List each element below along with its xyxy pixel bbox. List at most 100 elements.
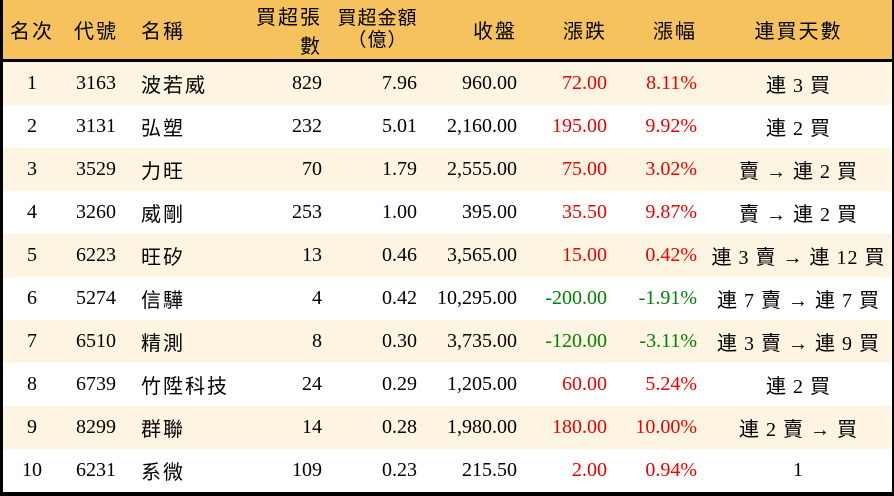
cell-close: 215.50: [425, 449, 525, 492]
cell-rank: 4: [3, 191, 61, 234]
cell-code: 6231: [61, 449, 131, 492]
cell-change: 195.00: [525, 105, 615, 148]
header-buy-amount: 買超金額 （億）: [330, 0, 425, 62]
cell-streak: 連 3 賣 → 連 9 買: [705, 320, 892, 363]
cell-streak: 連 2 賣 → 買: [705, 406, 892, 449]
cell-change-pct: 9.87%: [615, 191, 705, 234]
header-close: 收盤: [425, 0, 525, 62]
cell-buy-amount: 1.79: [330, 148, 425, 191]
cell-buy-amount: 1.00: [330, 191, 425, 234]
cell-name: 波若威: [131, 60, 235, 105]
cell-close: 3,735.00: [425, 320, 525, 363]
cell-rank: 8: [3, 363, 61, 406]
cell-streak: 連 2 買: [705, 363, 892, 406]
table-row: 8 6739 竹陞科技 24 0.29 1,205.00 60.00 5.24%…: [3, 363, 892, 406]
cell-buy-amount: 0.42: [330, 277, 425, 320]
cell-streak: 1: [705, 449, 892, 492]
cell-change: 2.00: [525, 449, 615, 492]
cell-change-pct: 9.92%: [615, 105, 705, 148]
cell-streak: 賣 → 連 2 買: [705, 191, 892, 234]
cell-change: 72.00: [525, 60, 615, 105]
cell-buy-volume: 109: [235, 449, 330, 492]
table-header: 名次 代號 名稱 買超張數 買超金額 （億） 收盤 漲跌 漲幅 連買天數: [3, 0, 892, 62]
cell-change-pct: 0.42%: [615, 234, 705, 277]
header-buy-amount-line1: 買超金額: [337, 7, 418, 29]
cell-name: 精測: [131, 320, 235, 363]
cell-rank: 2: [3, 105, 61, 148]
cell-buy-volume: 70: [235, 148, 330, 191]
table-row: 4 3260 威剛 253 1.00 395.00 35.50 9.87% 賣 …: [3, 191, 892, 234]
cell-change-pct: -3.11%: [615, 320, 705, 363]
cell-code: 6223: [61, 234, 131, 277]
header-rank: 名次: [3, 0, 61, 62]
cell-streak: 連 2 買: [705, 105, 892, 148]
cell-close: 1,205.00: [425, 363, 525, 406]
cell-name: 群聯: [131, 406, 235, 449]
cell-rank: 9: [3, 406, 61, 449]
cell-code: 6739: [61, 363, 131, 406]
table-row: 5 6223 旺矽 13 0.46 3,565.00 15.00 0.42% 連…: [3, 234, 892, 277]
cell-name: 信驊: [131, 277, 235, 320]
cell-buy-volume: 14: [235, 406, 330, 449]
cell-change-pct: -1.91%: [615, 277, 705, 320]
cell-streak: 連 3 買: [705, 60, 892, 105]
cell-change-pct: 10.00%: [615, 406, 705, 449]
table-row: 2 3131 弘塑 232 5.01 2,160.00 195.00 9.92%…: [3, 105, 892, 148]
cell-rank: 7: [3, 320, 61, 363]
cell-change: 15.00: [525, 234, 615, 277]
cell-change-pct: 0.94%: [615, 449, 705, 492]
table-row: 9 8299 群聯 14 0.28 1,980.00 180.00 10.00%…: [3, 406, 892, 449]
cell-buy-volume: 24: [235, 363, 330, 406]
cell-buy-amount: 0.23: [330, 449, 425, 492]
cell-rank: 10: [3, 449, 61, 492]
cell-code: 6510: [61, 320, 131, 363]
cell-change: -120.00: [525, 320, 615, 363]
cell-code: 3131: [61, 105, 131, 148]
header-row: 名次 代號 名稱 買超張數 買超金額 （億） 收盤 漲跌 漲幅 連買天數: [3, 0, 892, 62]
cell-close: 3,565.00: [425, 234, 525, 277]
cell-name: 力旺: [131, 148, 235, 191]
table-row: 3 3529 力旺 70 1.79 2,555.00 75.00 3.02% 賣…: [3, 148, 892, 191]
cell-buy-amount: 0.29: [330, 363, 425, 406]
cell-close: 395.00: [425, 191, 525, 234]
cell-rank: 5: [3, 234, 61, 277]
cell-rank: 6: [3, 277, 61, 320]
cell-buy-volume: 253: [235, 191, 330, 234]
table-row: 7 6510 精測 8 0.30 3,735.00 -120.00 -3.11%…: [3, 320, 892, 363]
cell-code: 3529: [61, 148, 131, 191]
cell-buy-amount: 0.30: [330, 320, 425, 363]
cell-change-pct: 5.24%: [615, 363, 705, 406]
header-streak: 連買天數: [705, 0, 892, 62]
header-name: 名稱: [131, 0, 235, 62]
cell-name: 弘塑: [131, 105, 235, 148]
cell-name: 竹陞科技: [131, 363, 235, 406]
cell-streak: 賣 → 連 2 買: [705, 148, 892, 191]
cell-close: 2,555.00: [425, 148, 525, 191]
header-buy-volume: 買超張數: [235, 0, 330, 62]
table-row: 1 3163 波若威 829 7.96 960.00 72.00 8.11% 連…: [3, 60, 892, 105]
cell-code: 8299: [61, 406, 131, 449]
cell-change: 35.50: [525, 191, 615, 234]
header-buy-amount-line2: （億）: [347, 29, 408, 51]
cell-streak: 連 3 賣 → 連 12 買: [705, 234, 892, 277]
cell-buy-volume: 4: [235, 277, 330, 320]
cell-close: 2,160.00: [425, 105, 525, 148]
cell-buy-amount: 0.28: [330, 406, 425, 449]
cell-change: 180.00: [525, 406, 615, 449]
header-change-pct: 漲幅: [615, 0, 705, 62]
cell-code: 3163: [61, 60, 131, 105]
cell-name: 系微: [131, 449, 235, 492]
cell-name: 威剛: [131, 191, 235, 234]
table-row: 10 6231 系微 109 0.23 215.50 2.00 0.94% 1: [3, 449, 892, 492]
cell-change: 60.00: [525, 363, 615, 406]
cell-change-pct: 8.11%: [615, 60, 705, 105]
cell-buy-amount: 7.96: [330, 60, 425, 105]
net-buy-ranking-table: 名次 代號 名稱 買超張數 買超金額 （億） 收盤 漲跌 漲幅 連買天數 1 31…: [3, 0, 892, 492]
cell-rank: 1: [3, 60, 61, 105]
table-row: 6 5274 信驊 4 0.42 10,295.00 -200.00 -1.91…: [3, 277, 892, 320]
cell-change: 75.00: [525, 148, 615, 191]
cell-close: 1,980.00: [425, 406, 525, 449]
header-change: 漲跌: [525, 0, 615, 62]
cell-rank: 3: [3, 148, 61, 191]
